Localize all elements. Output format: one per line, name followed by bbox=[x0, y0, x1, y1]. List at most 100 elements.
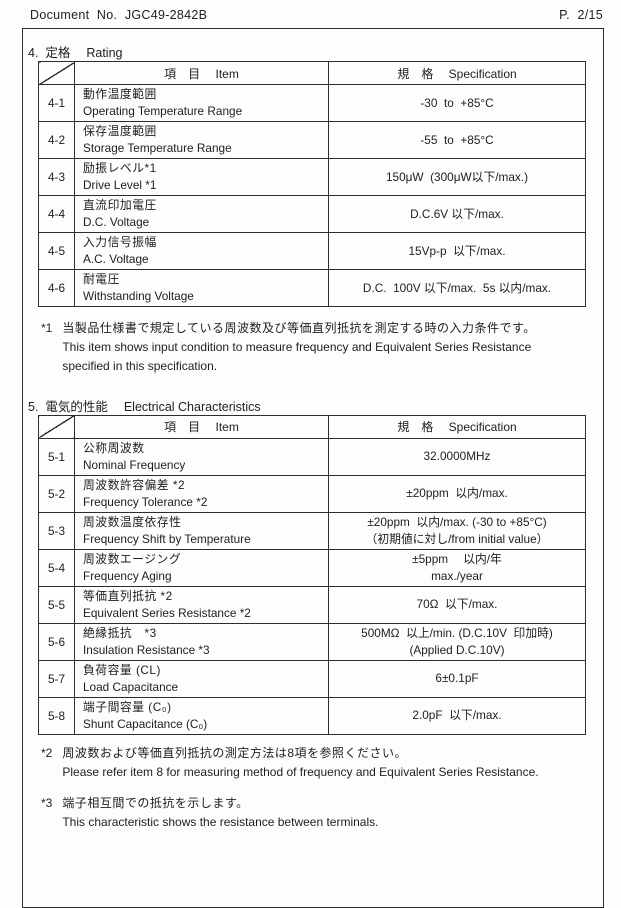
footnote-text-jp: 端子相互間での抵抗を示します。 bbox=[62, 795, 249, 810]
table-row: 5-8 端子間容量 (C₀) Shunt Capacitance (C₀) 2.0… bbox=[38, 696, 586, 735]
spec-column-header: 規 格 Specification bbox=[328, 414, 586, 439]
footnote-2: *2 周波数および等価直列抵抗の測定方法は8項を参照ください。 Please r… bbox=[41, 744, 603, 782]
electrical-characteristics-table: 項 目 Item 規 格 Specification 5-1 公称周波数 Nomi… bbox=[38, 414, 586, 735]
spec-value: -30 to +85°C bbox=[420, 95, 494, 110]
row-number: 4-2 bbox=[38, 121, 75, 159]
item-label-jp: 励振レベル*1 bbox=[83, 161, 157, 176]
item-label-jp: 保存温度範囲 bbox=[83, 124, 157, 139]
page-frame: 4. 定格 Rating 項 目 Item 規 格 Specification … bbox=[22, 28, 604, 908]
diagonal-header-cell bbox=[38, 61, 75, 85]
row-number: 5-8 bbox=[38, 696, 75, 735]
table-row: 4-6 耐電圧 Withstanding Voltage D.C. 100V 以下… bbox=[38, 269, 586, 307]
spec-value: 70Ω 以下/max. bbox=[416, 597, 498, 612]
item-column-header: 項 目 Item bbox=[74, 61, 329, 85]
spec-value: D.C.6V 以下/max. bbox=[410, 206, 504, 221]
row-number: 5-5 bbox=[38, 585, 75, 624]
section-5-heading: 5. 電気的性能 Electrical Characteristics bbox=[28, 399, 261, 414]
spec-value: ±20ppm 以内/max. bbox=[406, 486, 508, 501]
spec-value-line2: max./year bbox=[431, 568, 483, 583]
table-row: 5-5 等価直列抵抗 *2 Equivalent Series Resistanc… bbox=[38, 585, 586, 624]
spec-value: D.C. 100V 以下/max. 5s 以内/max. bbox=[362, 280, 552, 295]
spec-value: 500MΩ 以上/min. (D.C.10V 印加時) bbox=[361, 625, 553, 640]
spec-value: -55 to +85°C bbox=[420, 132, 494, 147]
rating-table-header-row: 項 目 Item 規 格 Specification bbox=[38, 61, 586, 85]
table-row: 4-4 直流印加電圧 D.C. Voltage D.C.6V 以下/max. bbox=[38, 195, 586, 233]
spec-value: ±5ppm 以内/年 bbox=[412, 551, 502, 566]
item-label-en: Frequency Shift by Temperature bbox=[83, 531, 251, 546]
footnote-marker: *3 bbox=[41, 795, 53, 810]
item-label-en: Operating Temperature Range bbox=[83, 104, 243, 118]
item-label-jp: 周波数許容偏差 *2 bbox=[83, 477, 186, 492]
diagonal-header-cell bbox=[38, 414, 75, 439]
item-label-jp: 負荷容量 (CL) bbox=[83, 662, 161, 677]
spec-value: 150μW (300μW以下/max.) bbox=[385, 169, 529, 184]
item-label-en: Storage Temperature Range bbox=[83, 141, 232, 155]
item-label-en: Equivalent Series Resistance *2 bbox=[83, 605, 251, 620]
spec-value: 6±0.1pF bbox=[435, 671, 479, 686]
document-page: { "header": { "doc_no": "Document No. JG… bbox=[22, 8, 604, 908]
row-number: 4-3 bbox=[38, 158, 75, 196]
footnote-text-en: This characteristic shows the resistance… bbox=[62, 815, 379, 830]
row-number: 5-6 bbox=[38, 622, 75, 661]
item-label-jp: 公称周波数 bbox=[83, 440, 145, 455]
item-column-header: 項 目 Item bbox=[74, 414, 329, 439]
item-label-en: Nominal Frequency bbox=[83, 457, 186, 472]
item-label-en: Frequency Aging bbox=[83, 568, 172, 583]
footnote-text-en: Please refer item 8 for measuring method… bbox=[62, 764, 539, 779]
page-number: P. 2/15 bbox=[559, 8, 603, 22]
spec-value-line2: (Applied D.C.10V) bbox=[409, 642, 505, 657]
footnote-1: *1 当製品仕様書で規定している周波数及び等価直列抵抗を測定する時の入力条件です… bbox=[41, 319, 603, 377]
row-number: 5-7 bbox=[38, 659, 75, 698]
table-row: 5-6 絶縁抵抗 *3 Insulation Resistance *3 500M… bbox=[38, 622, 586, 661]
item-label-jp: 周波数エージング bbox=[83, 551, 182, 566]
item-label-en: A.C. Voltage bbox=[83, 252, 149, 266]
item-label-en: Insulation Resistance *3 bbox=[83, 642, 210, 657]
page-header: Document No. JGC49-2842B P. 2/15 bbox=[30, 8, 603, 22]
item-label-jp: 絶縁抵抗 *3 bbox=[83, 625, 157, 640]
footnote-3: *3 端子相互間での抵抗を示します。 This characteristic s… bbox=[41, 794, 603, 832]
footnote-text-en: specified in this specification. bbox=[62, 359, 218, 374]
row-number: 5-1 bbox=[38, 437, 75, 476]
item-label-jp: 等価直列抵抗 *2 bbox=[83, 588, 173, 603]
table-row: 5-7 負荷容量 (CL) Load Capacitance 6±0.1pF bbox=[38, 659, 586, 698]
item-label-en: D.C. Voltage bbox=[83, 215, 150, 229]
row-number: 4-6 bbox=[38, 269, 75, 307]
table-row: 5-4 周波数エージング Frequency Aging ±5ppm 以内/年 ma… bbox=[38, 548, 586, 587]
table-row: 4-1 動作温度範囲 Operating Temperature Range -3… bbox=[38, 84, 586, 122]
item-label-en: Load Capacitance bbox=[83, 679, 179, 694]
electrical-table-header-row: 項 目 Item 規 格 Specification bbox=[38, 414, 586, 439]
row-number: 5-4 bbox=[38, 548, 75, 587]
table-row: 5-1 公称周波数 Nominal Frequency 32.0000MHz bbox=[38, 437, 586, 476]
item-label-jp: 耐電圧 bbox=[83, 272, 120, 287]
item-label-en: Drive Level *1 bbox=[83, 178, 157, 192]
footnote-text-jp: 周波数および等価直列抵抗の測定方法は8項を参照ください。 bbox=[62, 745, 408, 760]
item-label-jp: 動作温度範囲 bbox=[83, 87, 157, 102]
spec-value: 15Vp-p 以下/max. bbox=[408, 243, 506, 258]
table-row: 5-2 周波数許容偏差 *2 Frequency Tolerance *2 ±20… bbox=[38, 474, 586, 513]
footnote-text-en: This item shows input condition to measu… bbox=[62, 340, 532, 355]
row-number: 5-3 bbox=[38, 511, 75, 550]
row-number: 4-5 bbox=[38, 232, 75, 270]
spec-value: ±20ppm 以内/max. (-30 to +85°C) bbox=[367, 514, 547, 529]
row-number: 4-1 bbox=[38, 84, 75, 122]
spec-value-line2: （初期値に対し/from initial value） bbox=[365, 531, 549, 546]
rating-table: 項 目 Item 規 格 Specification 4-1 動作温度範囲 Ope… bbox=[38, 61, 586, 307]
row-number: 5-2 bbox=[38, 474, 75, 513]
item-label-jp: 端子間容量 (C₀) bbox=[83, 699, 172, 714]
table-row: 5-3 周波数温度依存性 Frequency Shift by Temperatu… bbox=[38, 511, 586, 550]
item-label-jp: 直流印加電圧 bbox=[83, 198, 157, 213]
item-label-jp: 周波数温度依存性 bbox=[83, 514, 182, 529]
item-label-en: Withstanding Voltage bbox=[83, 289, 194, 303]
table-row: 4-3 励振レベル*1 Drive Level *1 150μW (300μW以下… bbox=[38, 158, 586, 196]
document-number: Document No. JGC49-2842B bbox=[30, 8, 208, 22]
footnote-text-jp: 当製品仕様書で規定している周波数及び等価直列抵抗を測定する時の入力条件です。 bbox=[62, 321, 536, 335]
item-label-en: Shunt Capacitance (C₀) bbox=[83, 716, 208, 731]
item-label-en: Frequency Tolerance *2 bbox=[83, 494, 208, 509]
row-number: 4-4 bbox=[38, 195, 75, 233]
spec-value: 2.0pF 以下/max. bbox=[412, 708, 502, 723]
footnote-marker: *1 bbox=[41, 321, 53, 335]
spec-column-header: 規 格 Specification bbox=[328, 61, 586, 85]
item-label-jp: 入力信号振幅 bbox=[83, 235, 157, 250]
spec-value: 32.0000MHz bbox=[423, 449, 491, 464]
table-row: 4-2 保存温度範囲 Storage Temperature Range -55 … bbox=[38, 121, 586, 159]
